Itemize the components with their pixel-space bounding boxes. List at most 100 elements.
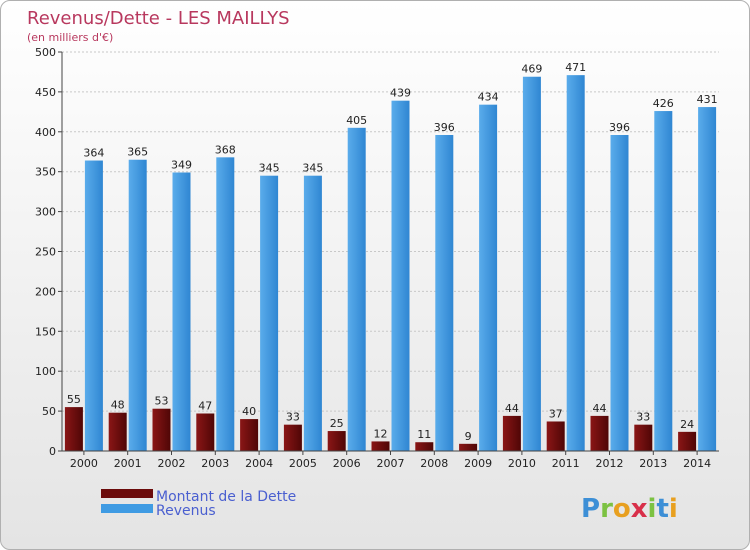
data-label: 53 [155, 395, 169, 408]
bar-dette [678, 431, 697, 451]
data-label: 439 [390, 87, 411, 100]
x-tick-label: 2007 [377, 457, 405, 470]
bar-revenus [654, 111, 673, 451]
data-label: 48 [111, 399, 125, 412]
data-label: 47 [198, 399, 212, 412]
data-label: 24 [680, 418, 694, 431]
bar-dette [240, 419, 259, 451]
legend-label-dette: Montant de la Dette [156, 489, 296, 505]
y-tick-label: 0 [49, 445, 56, 458]
bar-revenus [391, 100, 410, 451]
bar-revenus [347, 127, 366, 451]
data-label: 471 [565, 61, 586, 74]
bar-revenus [216, 157, 235, 451]
bar-revenus [172, 172, 191, 452]
bar-dette [634, 424, 653, 451]
x-tick-label: 2014 [683, 457, 711, 470]
x-tick-label: 2013 [639, 457, 667, 470]
data-label: 33 [286, 411, 300, 424]
bar-dette [152, 408, 171, 451]
x-tick-label: 2009 [464, 457, 492, 470]
data-label: 426 [653, 97, 674, 110]
logo-letter: t [656, 494, 668, 524]
bars: 55 364 48 365 53 349 47 368 40 345 33 345 25 405 12 439… [64, 61, 718, 452]
logo-letter: P [581, 494, 600, 524]
y-tick-label: 250 [35, 246, 56, 259]
data-label: 44 [593, 402, 607, 415]
data-label: 44 [505, 402, 519, 415]
x-tick-label: 2003 [201, 457, 229, 470]
x-tick-label: 2012 [596, 457, 624, 470]
data-label: 33 [636, 411, 650, 424]
bar-dette [283, 424, 302, 451]
data-label: 349 [171, 158, 192, 171]
y-tick-label: 150 [35, 325, 56, 338]
y-tick-label: 350 [35, 166, 56, 179]
data-label: 11 [417, 428, 431, 441]
x-tick-label: 2006 [333, 457, 361, 470]
legend-swatch-revenus [101, 504, 153, 513]
y-tick-label: 300 [35, 206, 56, 219]
bar-dette [196, 413, 215, 451]
bar-dette [546, 421, 565, 451]
y-tick-label: 200 [35, 285, 56, 298]
bar-revenus [610, 134, 629, 451]
logo-letter: x [631, 494, 648, 524]
data-label: 345 [259, 162, 280, 175]
proxiti-logo: Proxiti [581, 494, 678, 524]
bar-dette [327, 431, 346, 451]
data-label: 25 [330, 417, 344, 430]
data-label: 365 [127, 146, 148, 159]
bar-dette [108, 412, 127, 451]
bar-revenus [84, 160, 103, 451]
bar-dette [64, 407, 83, 451]
bar-dette [459, 443, 478, 451]
bar-dette [590, 415, 609, 451]
y-tick-label: 50 [42, 405, 56, 418]
x-tick-label: 2008 [420, 457, 448, 470]
legend-label-revenus: Revenus [156, 503, 216, 519]
y-tick-label: 500 [35, 46, 56, 59]
data-label: 364 [83, 147, 104, 160]
x-axis: 2000 2001 2002 2003 2004 2005 2006 2007 2008 2009… [62, 450, 719, 470]
bar-revenus [260, 175, 279, 451]
bar-revenus [698, 107, 717, 451]
data-label: 405 [346, 114, 367, 127]
data-label: 9 [465, 430, 472, 443]
logo-letter: r [600, 494, 613, 524]
chart-subtitle: (en milliers d'€) [27, 31, 113, 44]
chart-title: Revenus/Dette - LES MAILLYS [27, 8, 290, 29]
data-label: 431 [697, 93, 718, 106]
x-tick-label: 2000 [70, 457, 98, 470]
y-tick-label: 400 [35, 126, 56, 139]
y-tick-label: 450 [35, 86, 56, 99]
x-tick-label: 2010 [508, 457, 536, 470]
x-tick-label: 2005 [289, 457, 317, 470]
logo-letter: i [669, 494, 678, 524]
y-axis: 0 50 100 150 200 250 300 350 400 450 500 [35, 46, 63, 458]
bar-revenus [128, 159, 147, 452]
bar-revenus [303, 175, 322, 451]
data-label: 37 [549, 407, 563, 420]
x-tick-label: 2001 [114, 457, 142, 470]
data-label: 396 [609, 121, 630, 134]
y-tick-label: 100 [35, 365, 56, 378]
bar-dette [502, 415, 521, 451]
logo-letter: o [613, 494, 631, 524]
data-label: 12 [374, 427, 388, 440]
legend-swatch-dette [101, 489, 153, 498]
bar-revenus [566, 75, 585, 451]
data-label: 55 [67, 393, 81, 406]
bar-dette [415, 442, 434, 451]
data-label: 368 [215, 143, 236, 156]
bar-dette [371, 441, 390, 451]
legend: Montant de la Dette Revenus [101, 489, 296, 519]
x-tick-label: 2004 [245, 457, 273, 470]
bar-revenus [522, 76, 541, 451]
data-label: 434 [478, 91, 499, 104]
data-label: 40 [242, 405, 256, 418]
data-label: 469 [521, 63, 542, 76]
logo-letter: i [648, 494, 657, 524]
x-tick-label: 2002 [158, 457, 186, 470]
